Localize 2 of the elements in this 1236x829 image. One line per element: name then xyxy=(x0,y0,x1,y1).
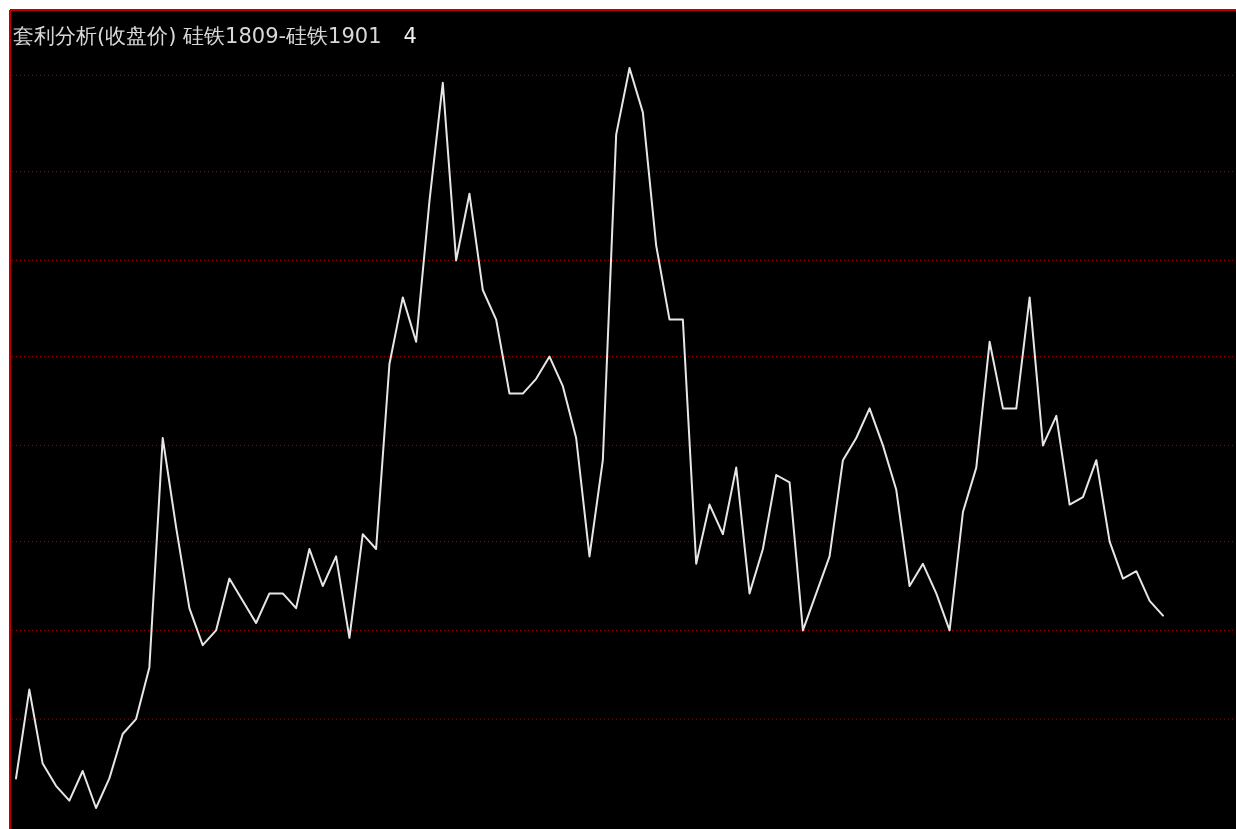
title: 套利分析(收盘价) 硅铁1809-硅铁1901 xyxy=(13,24,382,48)
annotation: 4 xyxy=(403,24,417,48)
